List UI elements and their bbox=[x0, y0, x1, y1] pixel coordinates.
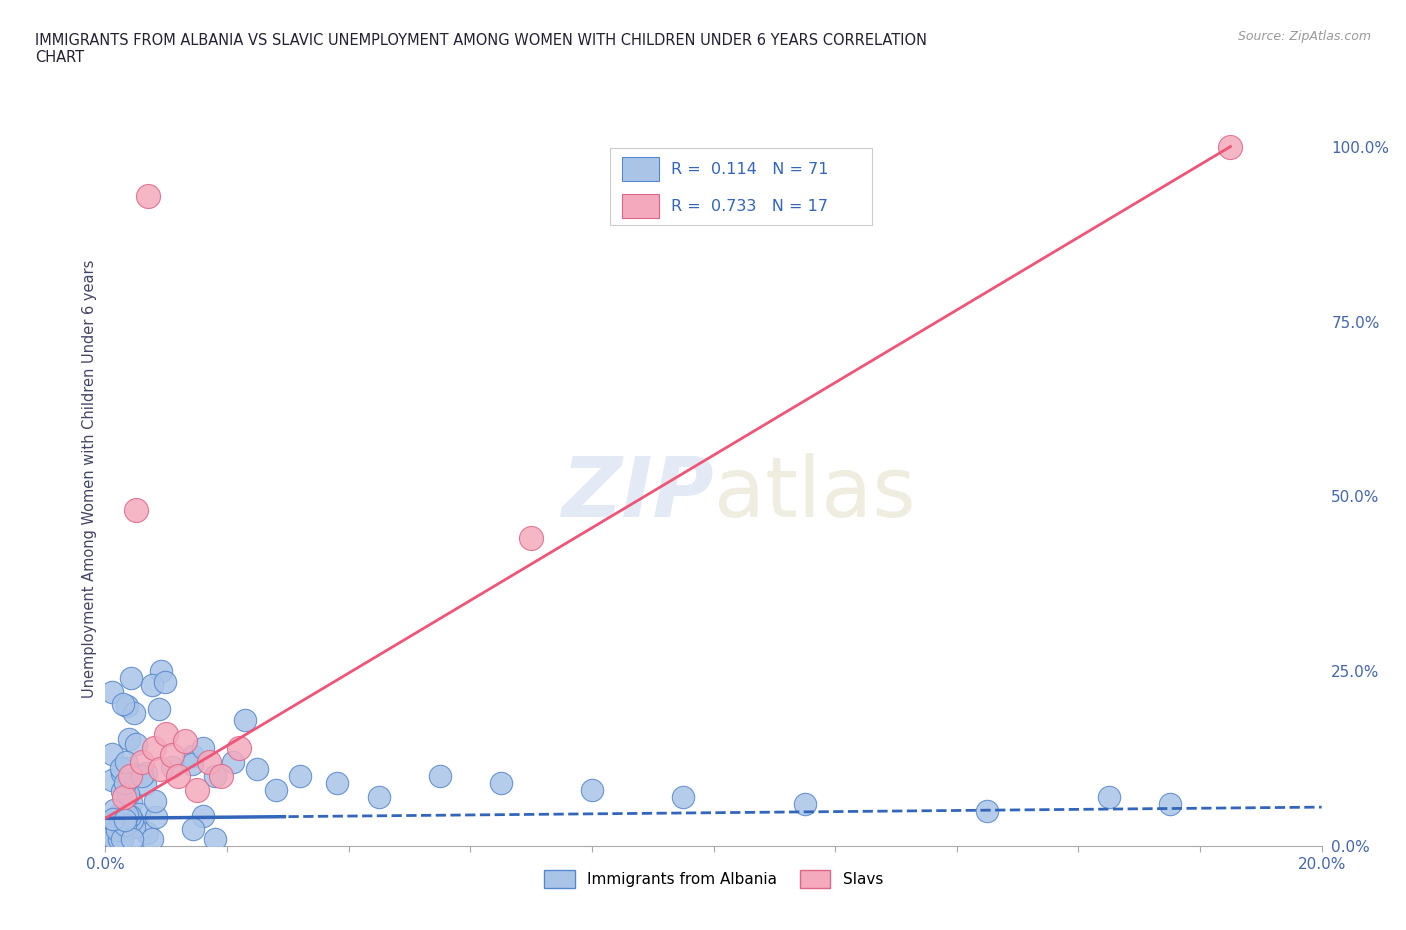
Point bbox=[160, 760, 183, 775]
Point bbox=[325, 776, 347, 790]
Point bbox=[429, 769, 451, 784]
Point bbox=[1159, 797, 1181, 812]
Bar bbox=[623, 194, 659, 218]
Point bbox=[108, 831, 131, 846]
Text: ZIP: ZIP bbox=[561, 453, 713, 534]
Point bbox=[111, 784, 134, 799]
Legend: Immigrants from Albania, Slavs: Immigrants from Albania, Slavs bbox=[538, 864, 889, 894]
Point bbox=[125, 737, 148, 751]
Point bbox=[520, 531, 543, 546]
Point bbox=[122, 706, 145, 721]
Point bbox=[114, 775, 136, 790]
Point bbox=[149, 664, 172, 679]
Point bbox=[191, 741, 214, 756]
Text: R =  0.733   N = 17: R = 0.733 N = 17 bbox=[671, 199, 828, 214]
Point bbox=[204, 831, 226, 846]
Point bbox=[191, 808, 214, 823]
Point bbox=[111, 697, 134, 711]
Point bbox=[173, 734, 195, 749]
Point bbox=[118, 769, 141, 784]
Point bbox=[104, 818, 127, 833]
Text: atlas: atlas bbox=[713, 453, 915, 534]
Bar bbox=[623, 157, 659, 180]
Point bbox=[128, 806, 150, 821]
Point bbox=[162, 748, 184, 763]
Point bbox=[100, 684, 122, 699]
Point bbox=[105, 823, 128, 838]
Point bbox=[117, 761, 139, 776]
Point bbox=[110, 761, 132, 776]
Point bbox=[136, 188, 159, 203]
Point bbox=[264, 783, 287, 798]
Point bbox=[120, 795, 142, 810]
Point bbox=[117, 786, 139, 801]
Point bbox=[107, 807, 129, 822]
Point bbox=[114, 754, 136, 769]
Point bbox=[120, 671, 142, 685]
Point bbox=[111, 831, 134, 846]
Point bbox=[149, 762, 172, 777]
Point bbox=[117, 807, 139, 822]
Point bbox=[143, 741, 166, 756]
Point bbox=[100, 747, 122, 762]
Point bbox=[246, 762, 269, 777]
Point bbox=[153, 674, 176, 689]
Point bbox=[181, 821, 204, 836]
Point bbox=[489, 776, 512, 790]
Point bbox=[100, 830, 122, 844]
Point bbox=[288, 769, 311, 784]
Point bbox=[581, 783, 603, 798]
Text: R =  0.114   N = 71: R = 0.114 N = 71 bbox=[671, 162, 828, 177]
Point bbox=[111, 765, 134, 780]
Point bbox=[209, 769, 232, 784]
Point bbox=[148, 702, 170, 717]
Point bbox=[120, 808, 142, 823]
Point bbox=[204, 769, 226, 784]
Point bbox=[976, 804, 998, 818]
Point bbox=[135, 765, 157, 780]
Point bbox=[112, 790, 135, 804]
Point bbox=[100, 773, 122, 788]
Point bbox=[793, 797, 815, 812]
Point bbox=[143, 794, 166, 809]
Point bbox=[115, 699, 138, 714]
Point bbox=[131, 755, 153, 770]
Point bbox=[186, 783, 208, 798]
Point bbox=[105, 821, 128, 836]
Point bbox=[1098, 790, 1121, 804]
Point bbox=[1219, 140, 1241, 154]
Point bbox=[198, 755, 221, 770]
Y-axis label: Unemployment Among Women with Children Under 6 years: Unemployment Among Women with Children U… bbox=[82, 259, 97, 698]
Point bbox=[125, 503, 148, 518]
Point bbox=[155, 727, 177, 742]
FancyBboxPatch shape bbox=[610, 149, 872, 225]
Point bbox=[181, 749, 204, 764]
Point bbox=[100, 831, 122, 846]
Point bbox=[103, 831, 125, 846]
Point bbox=[124, 819, 146, 834]
Point bbox=[101, 812, 124, 827]
Point bbox=[141, 831, 163, 846]
Point bbox=[228, 741, 250, 756]
Point bbox=[368, 790, 391, 804]
Point bbox=[672, 790, 695, 804]
Point bbox=[121, 813, 143, 828]
Point bbox=[131, 769, 153, 784]
Point bbox=[117, 821, 139, 836]
Point bbox=[180, 757, 202, 772]
Text: IMMIGRANTS FROM ALBANIA VS SLAVIC UNEMPLOYMENT AMONG WOMEN WITH CHILDREN UNDER 6: IMMIGRANTS FROM ALBANIA VS SLAVIC UNEMPL… bbox=[35, 33, 927, 65]
Point bbox=[222, 755, 245, 770]
Text: Source: ZipAtlas.com: Source: ZipAtlas.com bbox=[1237, 30, 1371, 43]
Point bbox=[136, 826, 159, 841]
Point bbox=[118, 732, 141, 747]
Point bbox=[233, 713, 256, 728]
Point bbox=[145, 810, 167, 825]
Point bbox=[103, 803, 125, 817]
Point bbox=[141, 678, 163, 693]
Point bbox=[167, 769, 190, 784]
Point bbox=[114, 812, 136, 827]
Point bbox=[121, 831, 143, 846]
Point bbox=[134, 777, 156, 791]
Point bbox=[114, 817, 136, 832]
